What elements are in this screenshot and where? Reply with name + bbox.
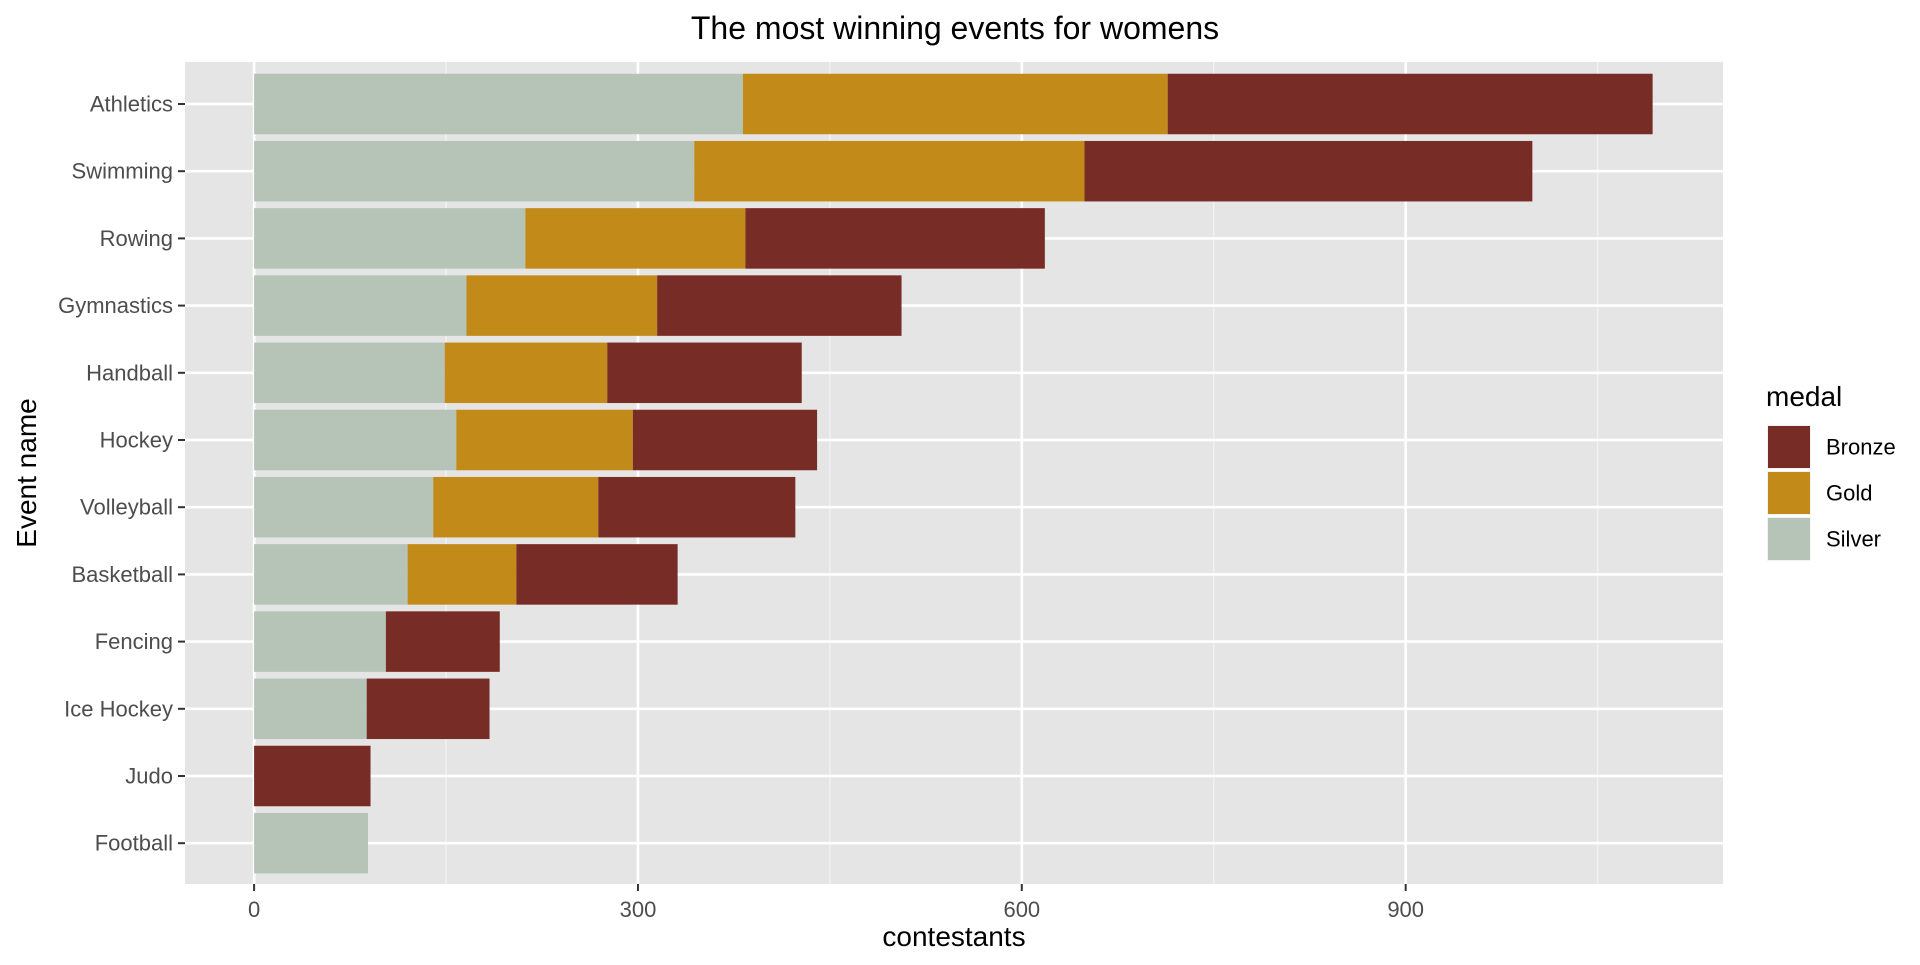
bar-handball-bronze [607, 342, 802, 404]
bar-volleyball-bronze [598, 476, 796, 538]
y-tick-label: Volleyball [80, 495, 173, 520]
bar-hockey-bronze [632, 409, 818, 471]
bar-swimming-gold [694, 140, 1085, 202]
bar-volleyball-gold [433, 476, 599, 538]
bar-athletics-bronze [1167, 73, 1653, 135]
bar-basketball-bronze [516, 544, 678, 605]
y-tick-label: Handball [86, 360, 173, 385]
y-axis: Athletics Swimming Rowing Gymnastics Handbal… [58, 92, 185, 856]
y-tick-label: Ice Hockey [64, 696, 173, 721]
bar-judo-bronze [254, 745, 371, 807]
x-tick-label: 300 [620, 897, 657, 922]
legend: medal Bronze Gold Silver [1766, 381, 1896, 561]
bar-athletics-silver [254, 73, 743, 135]
x-axis: 0 300 600 900 [248, 884, 1424, 922]
legend-label-bronze: Bronze [1826, 435, 1896, 460]
y-tick-label: Athletics [90, 92, 173, 117]
bar-rowing-gold [525, 208, 746, 269]
bar-ice-hockey-bronze [366, 678, 490, 740]
bar-swimming-silver [254, 140, 695, 202]
x-axis-label: contestants [882, 921, 1025, 952]
y-tick-label: Hockey [100, 428, 173, 453]
bar-volleyball-silver [254, 476, 434, 538]
y-tick-label: Judo [125, 764, 173, 789]
bar-fencing-bronze [385, 611, 500, 672]
bar-swimming-bronze [1084, 140, 1533, 202]
legend-key-bronze [1768, 426, 1810, 468]
bar-hockey-silver [254, 409, 457, 471]
x-tick-label: 0 [248, 897, 260, 922]
x-tick-label: 900 [1387, 897, 1424, 922]
y-tick-label: Fencing [95, 629, 173, 654]
bar-fencing-silver [254, 611, 386, 672]
legend-items: Bronze Gold Silver [1767, 425, 1896, 561]
y-tick-label: Swimming [72, 159, 173, 184]
legend-key-gold [1768, 472, 1810, 514]
bar-ice-hockey-silver [254, 678, 367, 740]
bar-rowing-bronze [745, 208, 1045, 269]
bar-football-silver [254, 812, 368, 874]
bar-gymnastics-bronze [657, 275, 902, 336]
bar-handball-gold [444, 342, 608, 404]
bar-athletics-gold [742, 73, 1168, 135]
chart-title: The most winning events for womens [691, 10, 1219, 46]
legend-label-silver: Silver [1826, 527, 1881, 552]
y-tick-label: Football [95, 831, 173, 856]
bar-rowing-silver [254, 208, 526, 269]
bar-basketball-silver [254, 544, 408, 605]
bar-handball-silver [254, 342, 445, 404]
bar-gymnastics-silver [254, 275, 467, 336]
y-axis-label: Event name [11, 398, 42, 547]
bar-basketball-gold [407, 544, 517, 605]
bar-gymnastics-gold [466, 275, 658, 336]
bar-hockey-gold [456, 409, 633, 471]
legend-title: medal [1766, 381, 1842, 412]
legend-key-silver [1768, 518, 1810, 560]
x-tick-label: 600 [1003, 897, 1040, 922]
legend-label-gold: Gold [1826, 481, 1872, 506]
y-tick-label: Gymnastics [58, 293, 173, 318]
y-tick-label: Basketball [71, 562, 173, 587]
y-tick-label: Rowing [100, 226, 173, 251]
bars [254, 73, 1653, 874]
